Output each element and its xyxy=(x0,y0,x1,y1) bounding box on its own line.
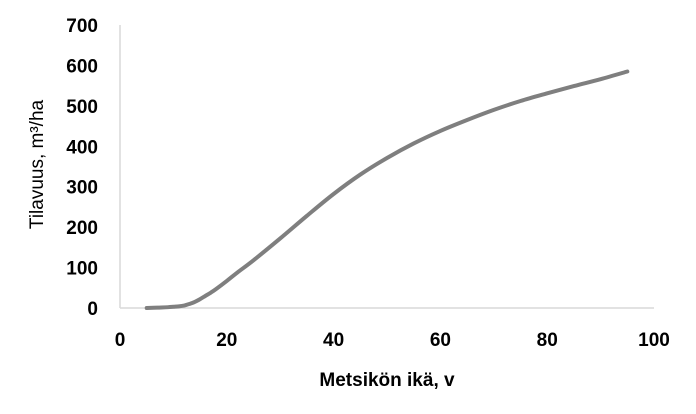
y-tick-labels: 0 100 200 300 400 500 600 700 xyxy=(66,16,98,320)
y-axis-title: Tilavuus, m³/ha xyxy=(27,99,48,229)
y-tick-label: 200 xyxy=(66,218,98,239)
x-tick-label: 80 xyxy=(537,330,558,351)
y-tick-label: 0 xyxy=(87,299,98,320)
x-tick-labels: 0 20 40 60 80 100 xyxy=(115,330,670,351)
series xyxy=(144,69,630,310)
x-tick-label: 40 xyxy=(323,330,344,351)
y-tick-label: 700 xyxy=(66,16,98,37)
axes xyxy=(119,25,654,309)
y-tick-label: 600 xyxy=(66,56,98,77)
x-axis-title: Metsikön ikä, v xyxy=(319,370,455,391)
y-tick-label: 300 xyxy=(66,178,98,199)
y-tick-label: 500 xyxy=(66,97,98,118)
series-line-0 xyxy=(144,69,630,310)
x-tick-label: 100 xyxy=(638,330,670,351)
x-tick-label: 20 xyxy=(216,330,237,351)
y-tick-label: 400 xyxy=(66,137,98,158)
x-tick-label: 0 xyxy=(115,330,126,351)
x-tick-label: 60 xyxy=(430,330,451,351)
y-tick-label: 100 xyxy=(66,259,98,280)
